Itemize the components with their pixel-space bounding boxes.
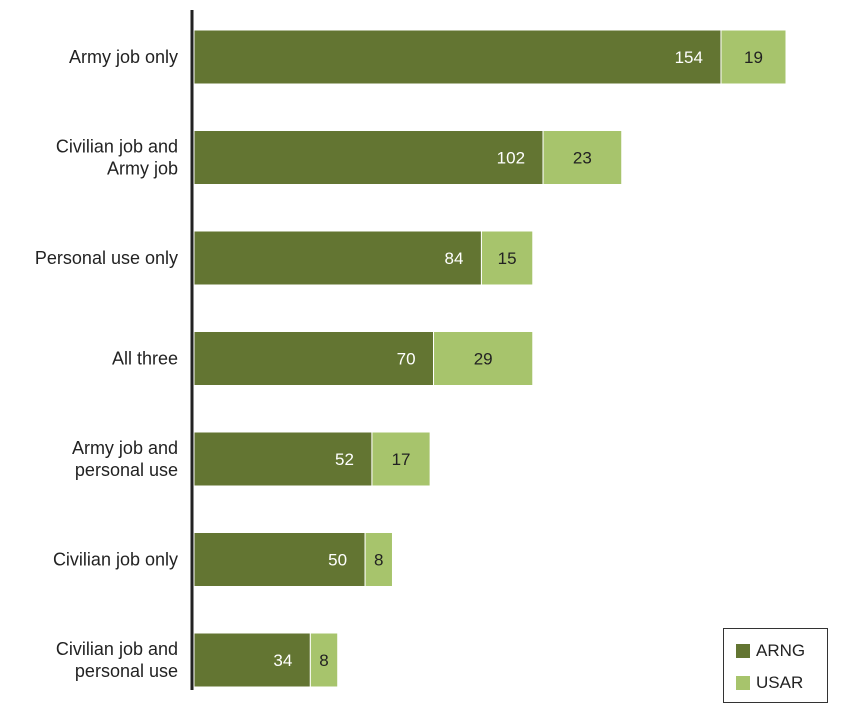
bar-usar	[371, 431, 431, 487]
bar-arng	[193, 431, 373, 487]
bar-arng	[193, 230, 482, 286]
category-label-line: Personal use only	[35, 248, 178, 268]
value-label-usar: 19	[744, 48, 763, 67]
value-label-arng: 154	[675, 48, 703, 67]
category-label: Army job only	[69, 47, 178, 67]
value-label-arng: 84	[445, 249, 464, 268]
category-label: Civilian job and personal use	[56, 639, 178, 681]
category-label: Civilian job only	[53, 550, 178, 570]
bar-usar	[480, 230, 534, 286]
value-label-arng: 52	[335, 450, 354, 469]
value-label-usar: 8	[319, 651, 328, 670]
legend: ARNG USAR	[723, 628, 828, 703]
legend-label-usar: USAR	[756, 673, 804, 692]
category-label-line: Civilian job only	[53, 550, 178, 570]
category-label-line: Civilian job and	[56, 639, 178, 659]
category-label-line: All three	[112, 349, 178, 369]
value-label-usar: 15	[498, 249, 517, 268]
bar-arng	[193, 331, 435, 386]
legend-label-arng: ARNG	[756, 641, 806, 660]
category-label-line: personal use	[75, 661, 178, 681]
category-label-line: Army job only	[69, 47, 178, 67]
value-label-usar: 29	[474, 350, 493, 369]
bar-usar	[364, 532, 393, 587]
bar-usar	[433, 331, 534, 386]
bar-usar	[309, 632, 339, 688]
bar-usar	[542, 130, 623, 185]
value-label-arng: 34	[273, 651, 292, 670]
category-label: All three	[112, 349, 178, 369]
legend-swatch-arng	[736, 644, 750, 658]
legend-swatch-usar	[736, 676, 750, 690]
bars	[193, 29, 787, 688]
bar-arng	[193, 130, 544, 185]
category-label-line: Civilian job and	[56, 137, 178, 157]
value-label-usar: 23	[573, 149, 592, 168]
category-label-line: Army job and	[72, 438, 178, 458]
value-label-arng: 70	[397, 350, 416, 369]
category-label-line: personal use	[75, 460, 178, 480]
value-label-usar: 8	[374, 551, 383, 570]
category-label: Army job and personal use	[72, 438, 178, 480]
value-label-arng: 102	[497, 149, 525, 168]
category-label: Civilian job and Army job	[56, 137, 178, 179]
legend-item-arng: ARNG	[736, 641, 805, 661]
value-label-usar: 17	[392, 450, 411, 469]
value-labels: 154 19 102 23 84 15 70 29 52 17 50 8 34 8	[273, 48, 763, 670]
value-label-arng: 50	[328, 551, 347, 570]
bar-usar	[720, 29, 787, 85]
category-label-line: Army job	[107, 159, 178, 179]
category-label: Personal use only	[35, 248, 178, 268]
legend-item-usar: USAR	[736, 673, 803, 693]
bar-arng	[193, 632, 311, 688]
bar-arng	[193, 29, 722, 85]
